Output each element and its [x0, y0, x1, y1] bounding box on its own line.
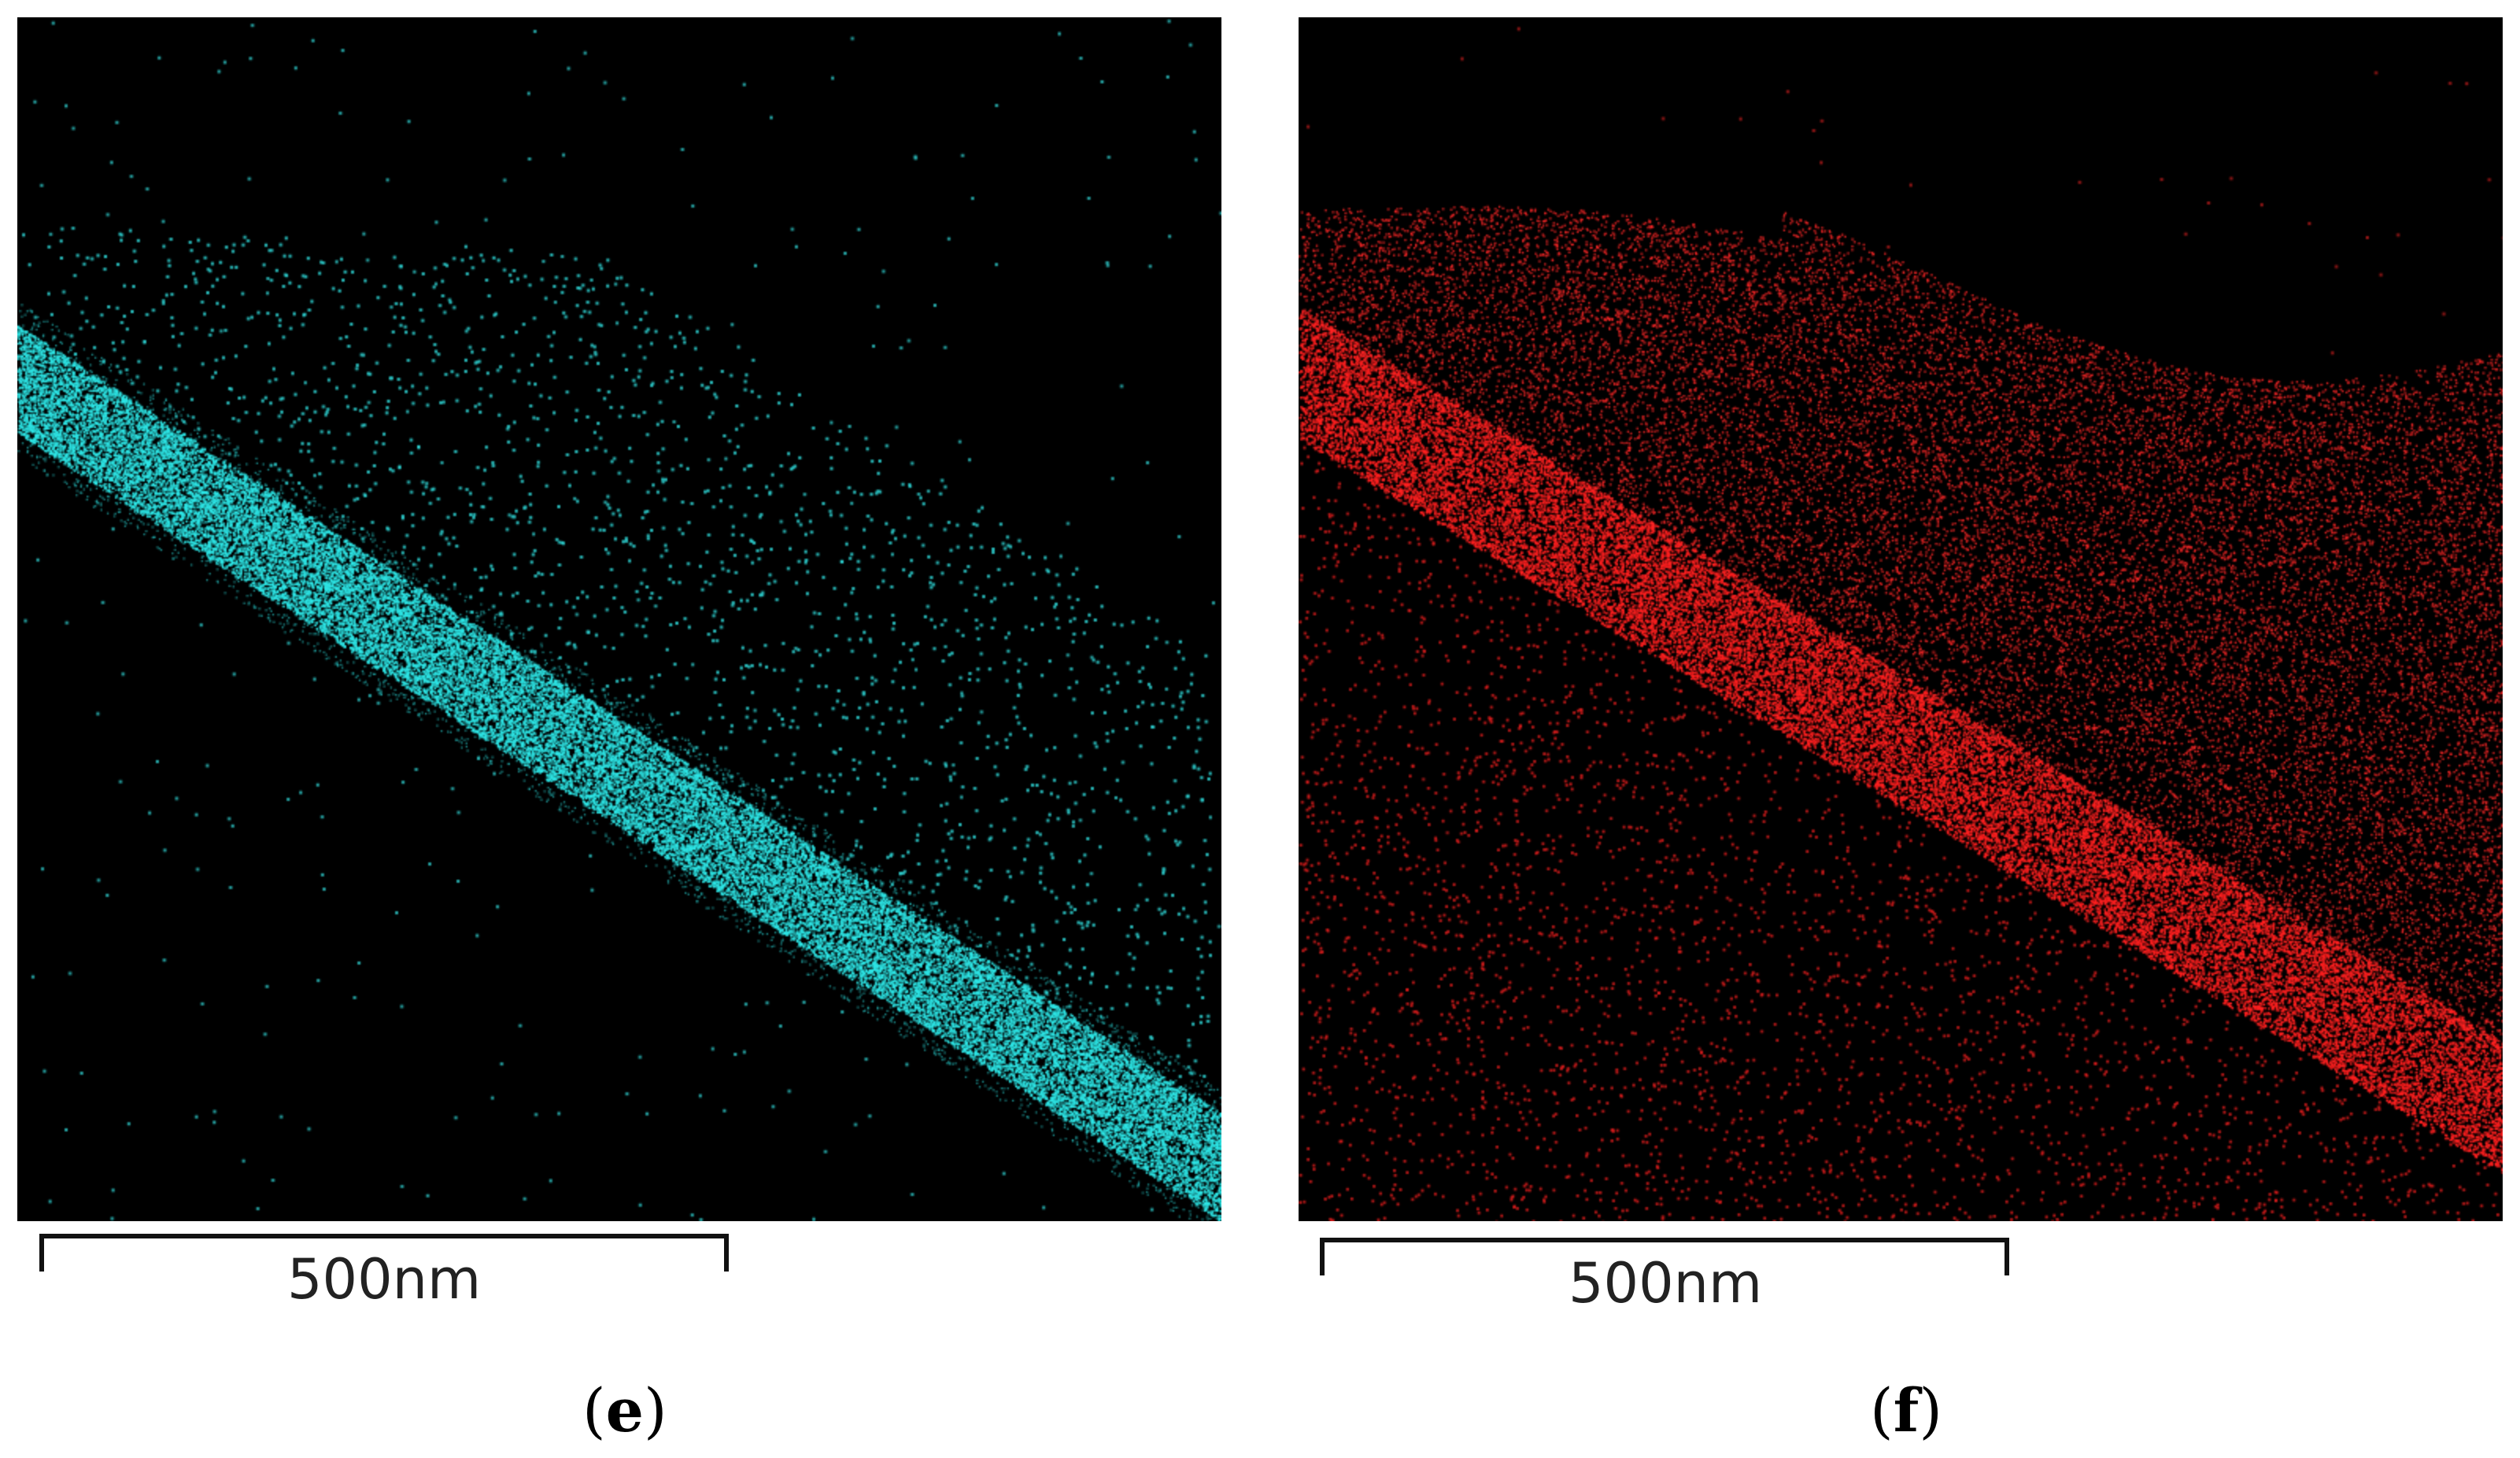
eds-map-cyan	[17, 17, 1221, 1221]
scale-bar-label-e: 500nm	[287, 1247, 482, 1312]
panel-caption-e: (e)	[582, 1375, 667, 1445]
scale-bar-label-f: 500nm	[1569, 1251, 1763, 1316]
cyan-dot-map	[17, 17, 1221, 1221]
eds-map-red	[1299, 17, 2503, 1221]
scale-bar-f	[1320, 1238, 2009, 1275]
panel-caption-f: (f)	[1870, 1375, 1943, 1445]
scale-bar-e	[39, 1234, 729, 1272]
red-dot-map	[1299, 17, 2503, 1221]
